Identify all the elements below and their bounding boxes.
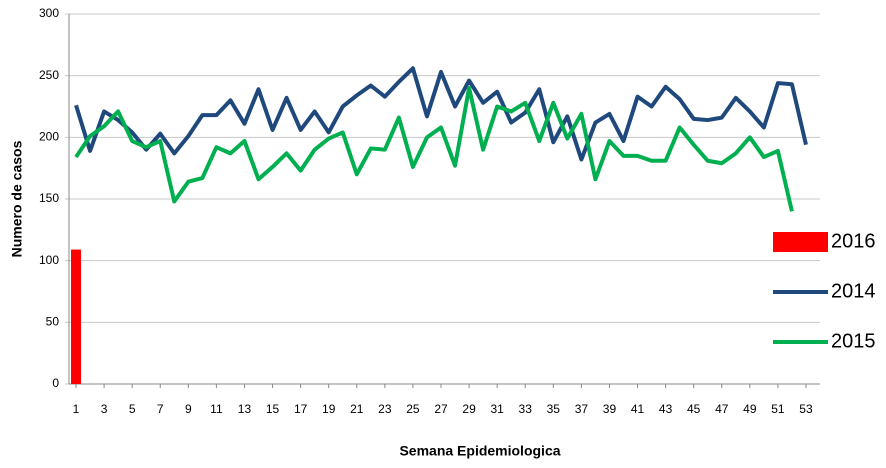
x-tick-label: 29: [462, 402, 476, 416]
y-tick-label: 50: [46, 315, 60, 329]
x-tick-label: 39: [603, 402, 617, 416]
x-tick-label: 1: [73, 402, 80, 416]
x-tick-label: 25: [406, 402, 420, 416]
x-tick-label: 13: [238, 402, 252, 416]
y-axis-title: Numero de casos: [9, 140, 25, 257]
bar: [71, 249, 82, 384]
x-tick-label: 7: [157, 402, 164, 416]
x-tick-label: 21: [350, 402, 364, 416]
legend-label: 2014: [831, 280, 876, 302]
legend-swatch: [773, 232, 828, 252]
x-tick-label: 53: [799, 402, 813, 416]
x-tick-label: 35: [547, 402, 561, 416]
legend-label: 2015: [831, 330, 876, 352]
y-tick-label: 250: [39, 68, 59, 82]
x-tick-label: 43: [659, 402, 673, 416]
y-tick-label: 200: [39, 130, 59, 144]
legend-label: 2016: [831, 230, 876, 252]
line: [74, 66, 808, 162]
x-tick-label: 31: [490, 402, 504, 416]
x-tick-label: 41: [631, 402, 645, 416]
x-axis-title: Semana Epidemiologica: [399, 443, 560, 459]
x-tick-label: 37: [575, 402, 589, 416]
x-tick-label: 11: [210, 402, 223, 416]
x-tick-label: 23: [378, 402, 392, 416]
y-tick-label: 100: [39, 253, 59, 267]
x-tick-label: 15: [266, 402, 280, 416]
x-tick-label: 19: [322, 402, 336, 416]
x-tick-label: 27: [434, 402, 448, 416]
x-tick-label: 3: [101, 402, 108, 416]
x-tick-label: 17: [294, 402, 308, 416]
x-tick-label: 47: [715, 402, 729, 416]
line: [74, 86, 794, 212]
x-tick-label: 33: [519, 402, 533, 416]
y-tick-label: 150: [39, 191, 59, 205]
x-tick-label: 51: [771, 402, 785, 416]
y-tick-label: 300: [39, 6, 59, 20]
x-tick-label: 45: [687, 402, 701, 416]
x-tick-label: 9: [185, 402, 192, 416]
x-tick-label: 49: [743, 402, 757, 416]
y-tick-label: 0: [52, 376, 59, 390]
x-tick-label: 5: [129, 402, 136, 416]
